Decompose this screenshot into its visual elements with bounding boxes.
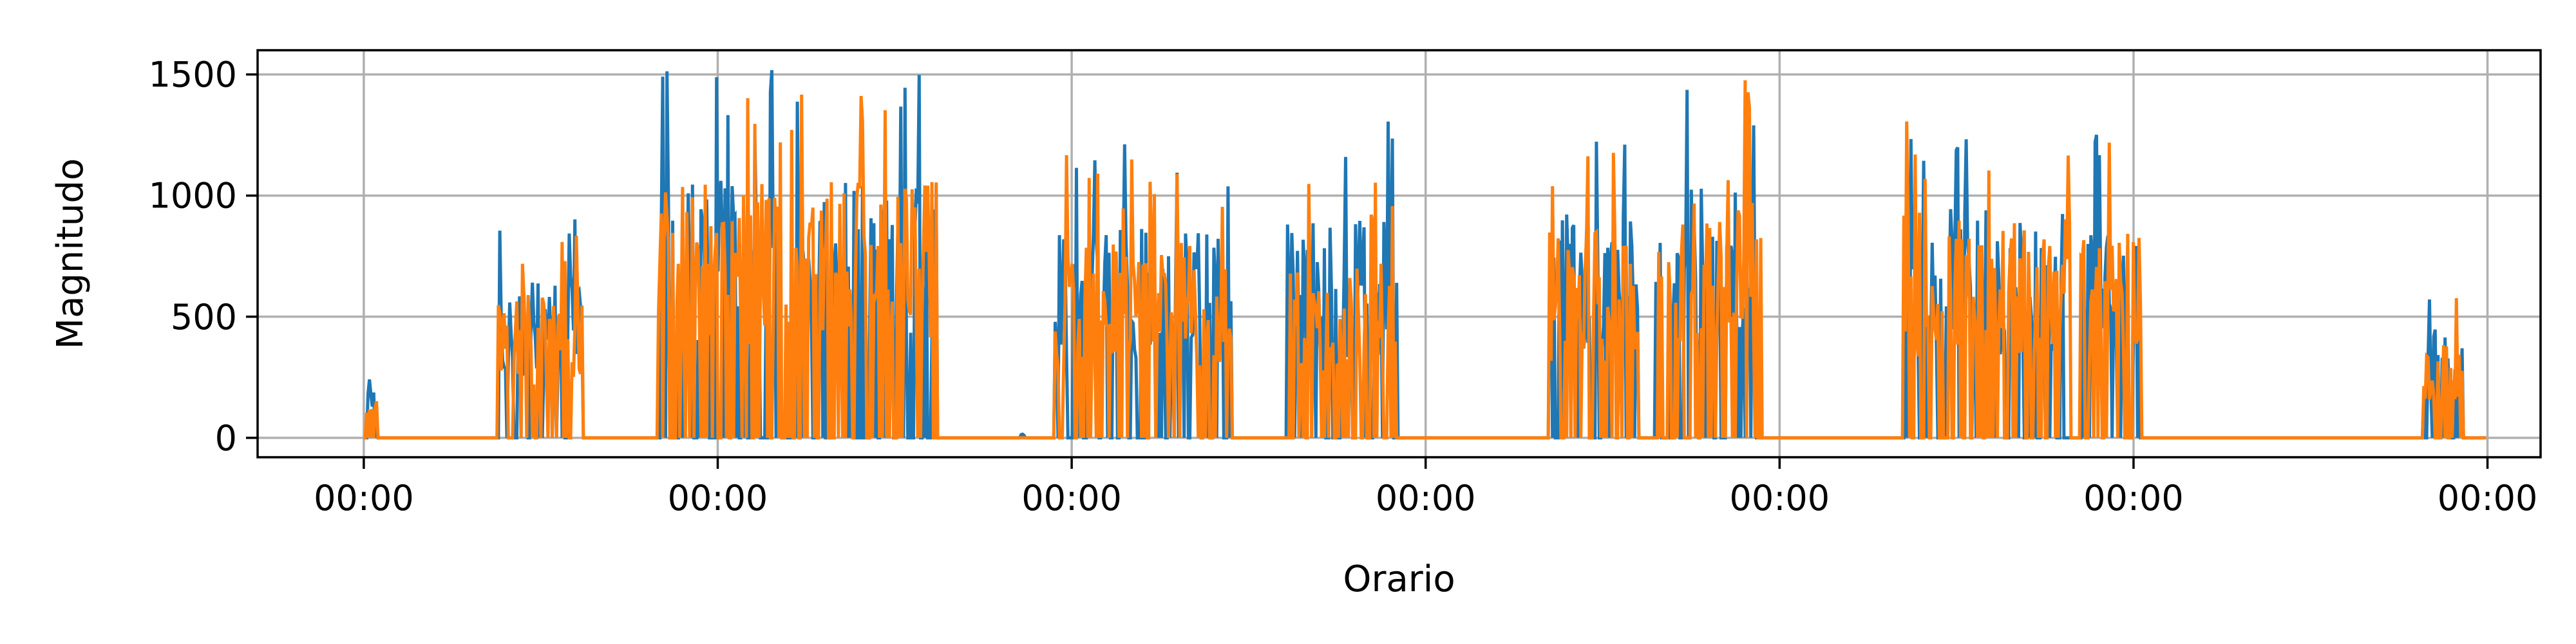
x-tick-label: 00:00 xyxy=(314,478,414,518)
x-axis-label: Orario xyxy=(1343,558,1455,600)
y-tick-label: 1000 xyxy=(149,176,237,216)
y-tick-label: 0 xyxy=(215,418,237,459)
x-tick-label: 00:00 xyxy=(668,478,768,518)
y-tick-label: 500 xyxy=(171,297,237,337)
axis-ticks: 00:00 00:00 00:00 00:00 00:00 00:00 00:00 0 500 1… xyxy=(149,55,2538,518)
x-tick-label: 00:00 xyxy=(1730,478,1830,518)
y-tick-label: 1500 xyxy=(149,55,237,95)
x-tick-label: 00:00 xyxy=(1376,478,1476,518)
x-tick-label: 00:00 xyxy=(2083,478,2184,518)
y-axis-label: Magnitudo xyxy=(50,158,91,350)
series-layer xyxy=(363,70,2486,440)
x-tick-label: 00:00 xyxy=(2438,478,2538,518)
x-tick-label: 00:00 xyxy=(1021,478,1122,518)
series-line-2 xyxy=(363,80,2486,440)
plot-frame xyxy=(256,49,2542,459)
